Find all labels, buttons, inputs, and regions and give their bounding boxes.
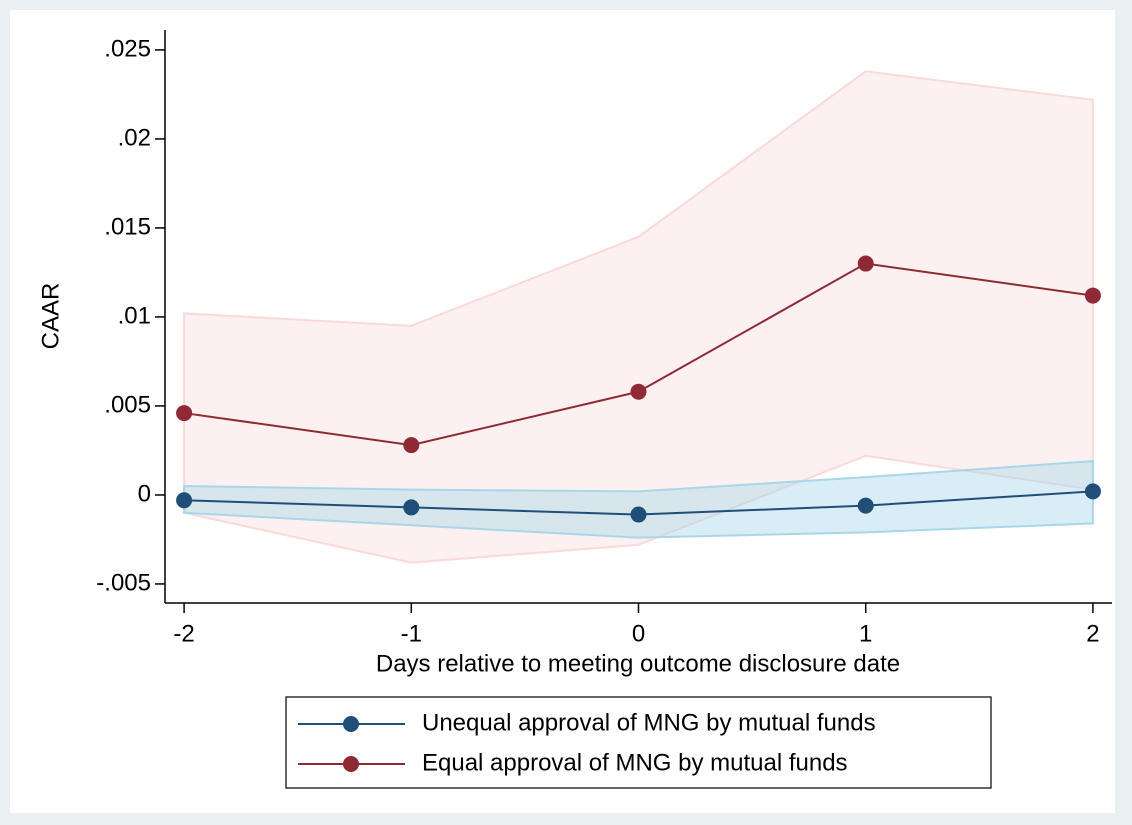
- y-tick-label: -.005: [96, 569, 151, 596]
- y-tick-label: .005: [104, 391, 151, 418]
- y-tick-label: .025: [104, 35, 151, 62]
- legend-marker: [343, 716, 359, 732]
- x-tick-label: -1: [401, 620, 422, 647]
- x-axis-label: Days relative to meeting outcome disclos…: [376, 650, 900, 677]
- legend-label: Equal approval of MNG by mutual funds: [422, 749, 848, 776]
- legend-label: Unequal approval of MNG by mutual funds: [422, 709, 876, 736]
- data-point: [630, 383, 647, 400]
- data-point: [403, 437, 420, 454]
- data-point: [176, 492, 193, 509]
- data-point: [857, 497, 874, 514]
- data-point: [403, 499, 420, 516]
- y-tick-label: .01: [118, 302, 151, 329]
- y-tick-label: .015: [104, 213, 151, 240]
- confidence-band: [183, 460, 1094, 539]
- data-point: [1084, 287, 1101, 304]
- data-point: [857, 255, 874, 272]
- data-point: [630, 506, 647, 523]
- panel: [10, 10, 1115, 813]
- y-axis-label: CAAR: [37, 283, 64, 350]
- legend: [285, 696, 992, 789]
- y-tick-label: 0: [138, 480, 151, 507]
- legend-marker: [343, 756, 359, 772]
- x-tick-label: -2: [173, 620, 194, 647]
- y-tick-label: .02: [118, 124, 151, 151]
- data-point: [1084, 483, 1101, 500]
- data-point: [176, 405, 193, 422]
- x-tick-label: 1: [859, 620, 872, 647]
- x-tick-label: 0: [632, 620, 645, 647]
- x-tick-label: 2: [1086, 620, 1099, 647]
